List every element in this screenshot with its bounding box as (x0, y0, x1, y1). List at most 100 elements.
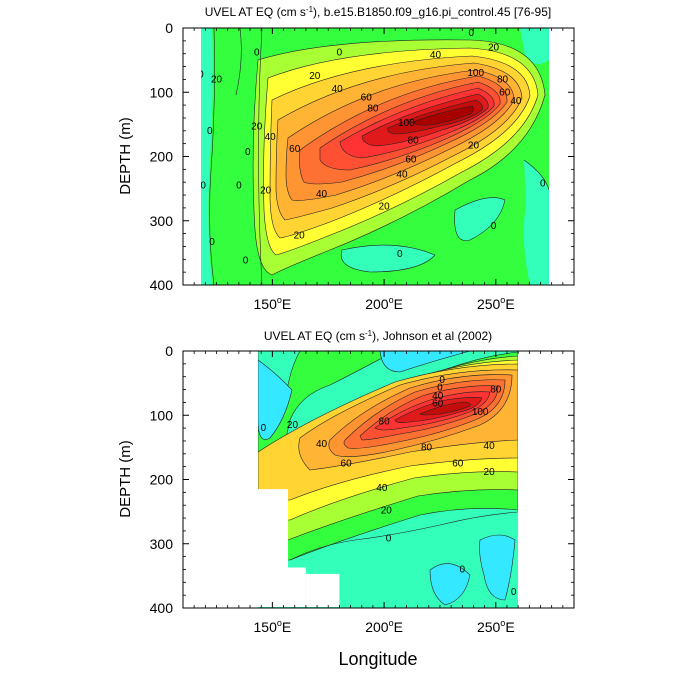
x-tick-label: 250oE (477, 295, 515, 312)
y-tick-label: 100 (150, 407, 174, 423)
contour-label: 80 (367, 103, 379, 114)
east-pocket-outline (454, 197, 506, 241)
west-negative-region (201, 28, 213, 285)
contour-label: 0 (437, 383, 443, 394)
missing-data-region (184, 351, 257, 607)
contour-label: 20 (294, 231, 306, 242)
contour-label: 20 (260, 186, 272, 197)
y-tick-label: 100 (150, 84, 174, 100)
contour-label: 20 (381, 505, 393, 516)
contour-label: 0 (397, 249, 403, 260)
contour-label: 60 (452, 458, 464, 469)
contour-label: 0 (207, 126, 213, 137)
contour-label: 0 (468, 28, 474, 39)
west-deep-negative-pocket (258, 359, 293, 440)
surface-negative-pocket (379, 351, 471, 373)
x-tick-label: 150oE (254, 618, 292, 635)
contour-label: 20 (251, 121, 263, 132)
contour-label: 40 (432, 391, 444, 402)
east-negative-pocket (454, 197, 505, 241)
east-negative-pocket (479, 534, 516, 601)
contour-label: 40 (376, 483, 388, 494)
contour-label: 40 (316, 439, 328, 450)
missing-data-region (288, 567, 306, 607)
x-tick-label: 200oE (365, 295, 403, 312)
contour-label: 40 (510, 96, 522, 107)
top-y-axis-label: DEPTH (m) (117, 117, 134, 195)
y-tick-label: 400 (150, 600, 174, 616)
contour-label: 40 (484, 441, 496, 452)
contour-label: 20 (211, 74, 223, 85)
contour-label: 0 (245, 147, 251, 158)
contour-label: 80 (421, 442, 433, 453)
east-zero-line (523, 159, 549, 191)
deep-negative-pocket (429, 563, 471, 606)
contour-label: 100 (398, 118, 415, 129)
east-negative-region (523, 160, 549, 285)
contour-label: 0 (261, 423, 267, 434)
x-tick-label: 150oE (254, 295, 292, 312)
contour-label: 20 (484, 467, 496, 478)
contour-label: 20 (379, 202, 391, 213)
contour-label: 0 (491, 221, 497, 232)
contour-label: 60 (405, 155, 417, 166)
top-contour-fill: 0 002040204060801008060401008060402020604… (198, 28, 549, 285)
x-tick-label: 250oE (477, 618, 515, 635)
bottom-panel-title: UVEL AT EQ (cm s-1), Johnson et al (2002… (264, 329, 492, 343)
contour-label: 0 (511, 587, 517, 598)
contour-label: 20 (488, 42, 500, 53)
contour-label: 60 (341, 458, 353, 469)
contour-label: 60 (432, 399, 444, 410)
contour-label: 20 (287, 420, 299, 431)
contour-label: 20 (309, 71, 321, 82)
y-tick-label: 200 (150, 149, 174, 165)
deep-zero-contour (289, 511, 518, 561)
contour-label: 80 (408, 135, 420, 146)
y-tick-label: 400 (150, 277, 174, 293)
contour-label: 40 (316, 189, 328, 200)
contour-label: 60 (499, 87, 511, 98)
missing-data-region (305, 573, 340, 607)
contour-label: 80 (379, 417, 391, 428)
contour-label: 0 (243, 256, 249, 267)
y-tick-label: 0 (165, 20, 173, 36)
y-tick-label: 300 (150, 536, 174, 552)
contour-label: 0 (209, 237, 215, 248)
contour-label: 100 (467, 68, 484, 79)
contour-label: 80 (490, 385, 502, 396)
y-tick-label: 200 (150, 472, 174, 488)
top-contour-labels: 0 002040204060801008060401008060402020604… (198, 28, 546, 267)
zero-contour-west (209, 28, 215, 285)
y-tick-label: 300 (150, 213, 174, 229)
contour-label: 0 (439, 375, 445, 386)
contour-label: 40 (332, 84, 344, 95)
top-panel: UVEL AT EQ (cm s-1), b.e15.B1850.f09_g16… (117, 5, 575, 312)
contour-label: 0 (198, 69, 204, 80)
bottom-missing-data (184, 351, 340, 607)
deep-pocket-outline (340, 244, 436, 273)
bottom-panel: UVEL AT EQ (cm s-1), Johnson et al (2002… (117, 329, 575, 669)
contour-label: 0 (386, 534, 392, 545)
contour-label: 60 (361, 92, 373, 103)
contour-line-west-20 (235, 28, 242, 96)
surface-negative-pocket (520, 28, 549, 64)
y-tick-label: 0 (165, 343, 173, 359)
deep-negative-pocket (341, 245, 435, 272)
contour-label: 0 (254, 47, 260, 58)
contour-label: 100 (472, 407, 489, 418)
top-panel-title: UVEL AT EQ (cm s-1), b.e15.B1850.f09_g16… (205, 5, 551, 19)
contour-label: 40 (265, 132, 277, 143)
bottom-x-axis-label: Longitude (338, 649, 417, 669)
bottom-y-axis-label: DEPTH (m) (117, 440, 134, 518)
x-tick-label: 200oE (365, 618, 403, 635)
contour-label: 60 (289, 144, 301, 155)
contour-band-core (411, 105, 474, 126)
contour-label: 0 (460, 564, 466, 575)
contour-label: 80 (497, 74, 509, 85)
